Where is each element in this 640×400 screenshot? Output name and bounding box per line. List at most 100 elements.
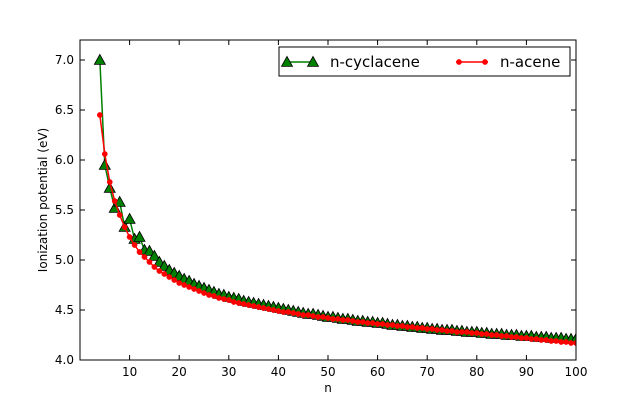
data-point-n-acene [473,330,480,336]
data-point-n-acene [399,323,406,329]
data-point-n-acene [394,323,401,329]
data-point-n-acene [523,335,530,341]
data-point-n-acene [315,314,321,320]
data-point-n-acene [211,293,217,299]
data-point-n-acene [330,316,336,322]
series-line-n-cyclacene [99,59,576,340]
data-point-n-acene [121,224,128,230]
legend-entry: n-acene [456,53,560,71]
data-point-n-acene [136,249,143,255]
data-point-n-cyclacene [93,53,107,65]
legend-label: n-cyclacene [330,53,420,71]
y-tick-label: 7.0 [55,53,74,67]
legend: n-cyclacene n-acene [278,46,571,77]
y-tick-label: 6.5 [55,103,74,117]
legend-marker [280,55,294,67]
data-point-n-acene [488,332,495,338]
data-point-n-acene [240,301,247,307]
data-point-n-acene [280,309,287,315]
plot-frame [79,39,577,361]
legend-marker [456,59,462,65]
data-point-n-acene [478,331,485,337]
data-point-n-acene [434,327,440,333]
data-point-n-acene [101,151,108,157]
data-point-n-acene [171,277,178,283]
data-point-n-acene [230,299,237,305]
x-tick-label: 100 [565,365,588,379]
x-tick-label: 50 [320,365,335,379]
data-point-n-acene [444,328,450,334]
data-point-n-acene [508,334,515,340]
data-point-n-acene [340,317,346,323]
series-layer [93,53,576,346]
data-point-n-acene [245,302,252,308]
x-tick-label: 10 [122,365,137,379]
data-point-n-acene [449,328,455,334]
data-point-n-acene [220,296,227,302]
x-tick-label: 60 [370,365,385,379]
data-point-n-acene [404,324,411,330]
ticks-layer: 10 20 30 40 50 60 70 80 90 100 4.0 4.5 5.0 5.5 6.0 6.5 7… [55,40,588,379]
data-point-n-acene [146,259,153,265]
labels-layer: n Ionization potential (eV) [36,128,332,395]
data-point-n-acene [325,315,331,321]
data-point-n-acene [305,312,312,318]
data-point-n-acene [409,324,416,330]
data-point-n-acene [250,303,257,309]
data-point-n-cyclacene [133,230,146,242]
data-point-n-acene [573,340,576,346]
data-point-n-acene [265,306,272,312]
x-tick-label: 30 [221,365,236,379]
data-point-n-acene [255,304,262,310]
data-point-n-cyclacene [143,244,156,256]
data-point-n-acene [235,300,242,306]
data-point-n-acene [196,288,202,294]
data-point-n-cyclacene [98,158,111,170]
data-point-n-acene [300,312,307,318]
data-point-n-acene [126,234,133,240]
data-point-n-acene [270,307,277,313]
data-point-n-acene [116,212,123,218]
y-tick-label: 5.0 [55,253,74,267]
y-axis-label: Ionization potential (eV) [36,128,50,272]
data-point-n-acene [310,313,316,319]
data-point-n-acene [131,242,138,248]
data-point-n-acene [543,337,550,343]
series-n-acene [96,112,576,346]
data-point-n-acene [493,332,500,338]
data-point-n-acene [528,336,535,342]
legend-frame [278,46,571,77]
y-tick-label: 4.5 [55,303,74,317]
data-point-n-acene [468,330,475,336]
data-point-n-acene [558,339,564,345]
data-point-n-acene [424,326,431,332]
x-tick-label: 70 [420,365,435,379]
data-point-n-acene [459,329,465,335]
data-point-n-acene [186,284,192,290]
data-point-n-acene [464,329,470,335]
data-point-n-acene [275,308,282,314]
data-point-n-acene [191,286,197,292]
y-tick-label: 6.0 [55,153,74,167]
data-point-n-acene [285,309,292,315]
data-point-n-acene [335,316,341,322]
data-point-n-acene [156,268,163,274]
legend-marker [482,59,488,65]
data-point-n-acene [176,280,183,286]
data-point-n-acene [166,274,173,280]
data-point-n-acene [201,290,207,296]
data-point-n-acene [161,271,168,277]
data-point-n-acene [563,339,569,345]
data-point-n-acene [206,292,212,298]
data-point-n-acene [106,179,113,185]
legend-entry: n-cyclacene [280,53,420,71]
data-point-n-acene [181,282,188,288]
data-point-n-acene [538,337,545,343]
data-point-n-acene [344,317,351,323]
data-point-n-acene [364,320,371,326]
data-point-n-acene [553,338,560,344]
x-tick-label: 20 [172,365,187,379]
data-point-n-acene [429,326,436,332]
x-axis-label: n [324,381,332,395]
